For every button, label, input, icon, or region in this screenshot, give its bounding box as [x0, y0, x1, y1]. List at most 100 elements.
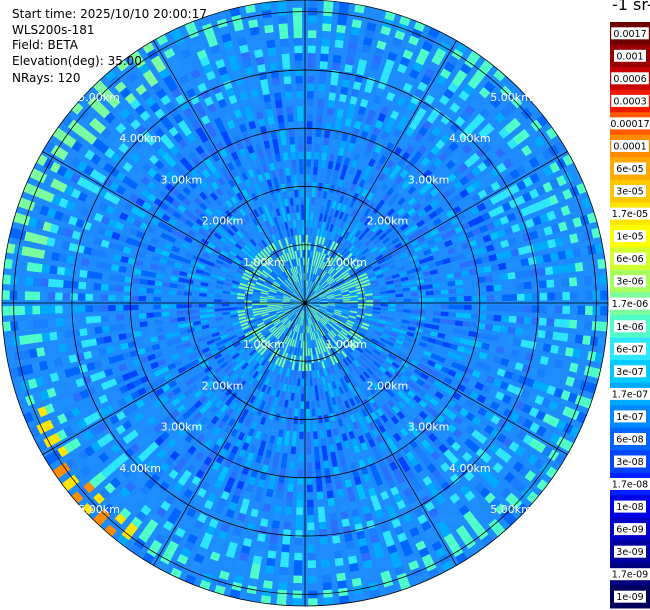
ppi-cell — [445, 127, 456, 139]
ppi-cell — [316, 106, 324, 115]
ppi-cell — [183, 208, 193, 218]
ppi-cell — [135, 157, 146, 168]
ppi-cell — [413, 229, 423, 238]
ppi-cell — [363, 473, 371, 483]
ppi-cell — [309, 308, 315, 316]
ppi-cell — [388, 353, 397, 360]
ppi-cell — [367, 328, 376, 334]
ppi-cell — [350, 570, 361, 580]
ppi-cell — [449, 493, 461, 504]
ppi-cell — [339, 377, 346, 386]
ppi-cell — [552, 265, 561, 275]
ppi-cell — [239, 505, 248, 515]
ppi-cell — [139, 110, 151, 122]
ppi-cell — [417, 174, 427, 184]
ppi-cell — [146, 180, 157, 191]
ppi-cell — [299, 280, 302, 289]
ppi-cell — [360, 340, 369, 347]
ppi-cell — [299, 303, 305, 309]
ppi-cell — [471, 429, 482, 440]
ppi-cell — [508, 441, 520, 453]
ppi-cell — [523, 316, 532, 325]
ppi-cell — [115, 244, 125, 253]
ppi-cell — [313, 166, 318, 175]
ppi-cell — [271, 520, 280, 529]
ppi-cell — [311, 316, 316, 324]
colorbar-tick-label: 0.0006 — [613, 74, 646, 85]
ppi-cell — [534, 395, 545, 406]
ppi-cell — [223, 483, 233, 494]
ppi-cell — [187, 245, 197, 253]
ppi-cell — [542, 343, 552, 353]
ppi-cell — [275, 293, 284, 297]
ppi-cell — [451, 361, 460, 370]
ppi-cell — [484, 424, 495, 435]
ppi-cell — [317, 98, 325, 107]
ppi-cell — [215, 58, 226, 69]
ppi-cell — [322, 582, 333, 591]
ppi-cell — [286, 311, 293, 317]
ppi-cell — [355, 169, 363, 178]
ppi-cell — [325, 475, 332, 484]
ppi-cell — [447, 247, 456, 255]
ppi-cell — [100, 283, 109, 291]
ppi-cell — [340, 330, 348, 336]
ppi-cell — [448, 141, 459, 152]
ppi-cell — [145, 498, 156, 510]
ppi-cell — [349, 34, 359, 44]
ppi-cell — [184, 285, 193, 290]
ppi-cell — [382, 237, 391, 245]
ppi-cell — [153, 423, 163, 434]
ppi-cell — [188, 333, 197, 340]
ppi-cell — [471, 416, 482, 426]
ppi-cell — [108, 497, 121, 510]
ppi-cell — [341, 164, 348, 173]
ppi-cell — [79, 328, 88, 337]
ppi-cell — [325, 114, 333, 124]
ppi-cell — [231, 411, 240, 421]
ppi-cell — [290, 453, 296, 462]
ppi-cell — [204, 157, 213, 168]
ppi-cell — [147, 428, 158, 439]
ppi-cell — [194, 249, 204, 256]
ppi-cell — [257, 423, 264, 433]
colorbar-label-bg — [614, 185, 646, 197]
ppi-cell — [240, 198, 248, 208]
ppi-cell — [293, 243, 297, 251]
ppi-cell — [356, 266, 364, 273]
ppi-cell — [227, 418, 236, 427]
ppi-cell — [361, 172, 369, 181]
ppi-cell — [27, 378, 38, 390]
ppi-cell — [333, 234, 339, 242]
ppi-cell — [258, 277, 266, 282]
ppi-cell — [355, 452, 364, 461]
ppi-cell — [327, 436, 334, 445]
ppi-cell — [89, 373, 100, 383]
ppi-cell — [324, 467, 331, 477]
ppi-cell — [187, 229, 197, 238]
ppi-cell — [293, 227, 298, 236]
ppi-cell — [453, 328, 462, 335]
ppi-cell — [394, 242, 403, 249]
ppi-cell — [132, 218, 143, 228]
ppi-cell — [576, 320, 585, 330]
ppi-cell — [281, 343, 287, 352]
ppi-cell — [505, 337, 515, 345]
ppi-cell — [484, 275, 494, 283]
ppi-cell — [434, 426, 445, 436]
ppi-cell — [204, 365, 213, 374]
ppi-cell — [544, 266, 554, 276]
ppi-cell — [318, 422, 324, 431]
ppi-cell — [553, 318, 562, 328]
ppi-cell — [407, 411, 417, 421]
ppi-cell — [197, 355, 206, 363]
ppi-cell — [210, 486, 220, 496]
ppi-cell — [134, 412, 145, 422]
ppi-cell — [395, 304, 404, 308]
ppi-cell — [399, 115, 410, 125]
ppi-cell — [536, 228, 546, 238]
ppi-cell — [460, 531, 472, 543]
ppi-cell — [185, 251, 194, 259]
ppi-cell — [529, 230, 539, 240]
ppi-cell — [349, 462, 358, 471]
